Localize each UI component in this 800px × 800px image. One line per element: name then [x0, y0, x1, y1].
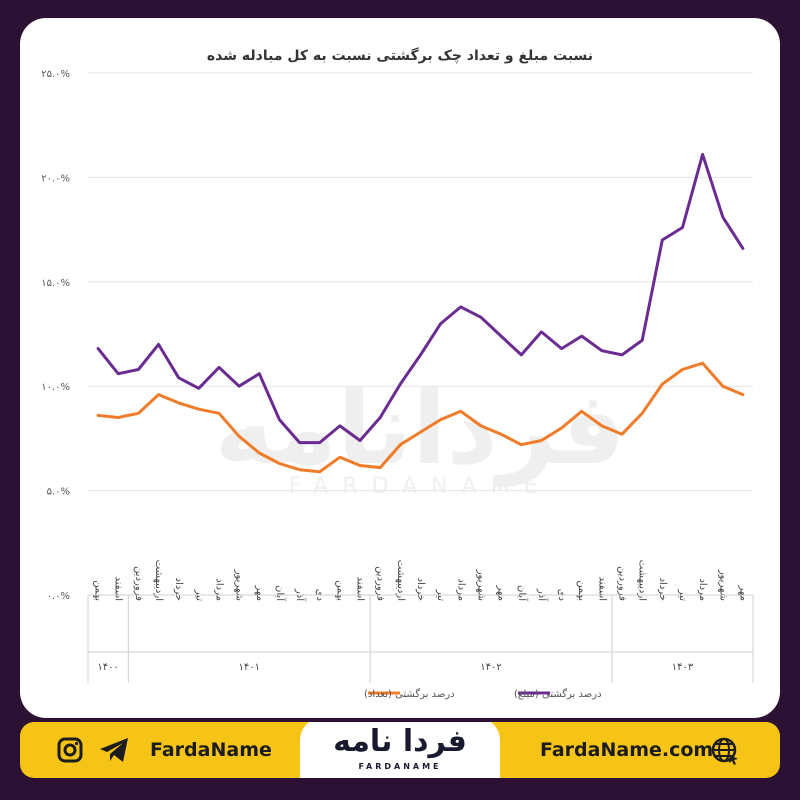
x-tick-label: شهریور: [717, 569, 728, 601]
chart-card: نسبت مبلغ و تعداد چک برگشتی نسبت به کل م…: [20, 18, 780, 718]
footer-bar: FardaName فردا نامه FARDANAME FardaName.…: [20, 722, 780, 778]
watermark-logo: فردانامه: [215, 370, 626, 488]
x-tick-label: بهمن: [334, 580, 345, 601]
x-tick-label: خرداد: [173, 578, 184, 601]
y-tick-label: ۱۵.۰%: [41, 278, 70, 289]
y-tick-label: ۱۰.۰%: [41, 382, 70, 393]
x-tick-label: اسفند: [355, 577, 366, 601]
series-line-1: [96, 361, 745, 474]
y-tick-label: ۰.۰%: [47, 591, 70, 602]
year-label: ۱۴۰۱: [238, 662, 259, 673]
legend-label: درصد برگشتی (مبلغ): [514, 688, 602, 700]
x-tick-label: شهریور: [475, 569, 486, 601]
x-tick-label: آبان: [516, 585, 529, 602]
x-tick-label: اردیبهشت: [153, 560, 164, 601]
x-tick-label: مهر: [254, 585, 265, 601]
watermark: فردانامه FARDANAME: [215, 370, 626, 499]
x-tick-label: خرداد: [415, 578, 426, 601]
x-tick-label: بهمن: [576, 580, 587, 601]
x-tick-label: اسفند: [113, 577, 124, 601]
y-tick-label: ۲۵.۰%: [41, 69, 70, 80]
watermark-sub: FARDANAME: [289, 474, 552, 499]
x-tick-label: مرداد: [213, 578, 224, 601]
legend-label: درصد برگشتی (تعداد): [364, 688, 455, 700]
globe-icon[interactable]: [710, 736, 740, 770]
year-label: ۱۴۰۲: [480, 662, 501, 673]
footer-logo: فردا نامه FARDANAME: [300, 722, 500, 778]
x-tick-label: مرداد: [697, 578, 708, 601]
telegram-icon[interactable]: [98, 736, 130, 768]
x-tick-label: بهمن: [93, 580, 104, 601]
x-tick-label: فروردین: [617, 566, 628, 601]
footer-website[interactable]: FardaName.com: [540, 739, 714, 761]
y-tick-label: ۲۰.۰%: [41, 173, 70, 184]
footer-logo-text: فردا نامه: [333, 724, 467, 759]
x-tick-label: مرداد: [455, 578, 466, 601]
y-tick-label: ۵.۰%: [47, 487, 70, 498]
x-tick-label: مهر: [496, 585, 507, 601]
chart-title: نسبت مبلغ و تعداد چک برگشتی نسبت به کل م…: [206, 48, 594, 64]
year-label: ۱۴۰۳: [672, 662, 694, 673]
series-line-0: [96, 152, 745, 445]
x-tick-label: آبان: [274, 585, 287, 602]
x-tick-label: اسفند: [596, 577, 607, 601]
x-tick-label: فروردین: [375, 566, 386, 601]
line-chart: فردانامه FARDANAME ۰.۰% ۵.۰% ۱۰.۰% ۱۵.۰% ۲۰.…: [41, 69, 754, 700]
x-tick-label: اردیبهشت: [395, 560, 406, 601]
x-tick-label: مهر: [737, 585, 748, 601]
instagram-icon[interactable]: [56, 736, 84, 768]
x-tick-label: فروردین: [133, 566, 144, 601]
x-tick-label: خرداد: [657, 578, 668, 601]
footer-logo-sub: FARDANAME: [358, 762, 442, 771]
x-tick-label: شهریور: [234, 569, 245, 601]
footer-handle[interactable]: FardaName: [150, 739, 272, 761]
year-label: ۱۴۰۰: [97, 662, 118, 673]
x-tick-label: اردیبهشت: [637, 560, 648, 601]
